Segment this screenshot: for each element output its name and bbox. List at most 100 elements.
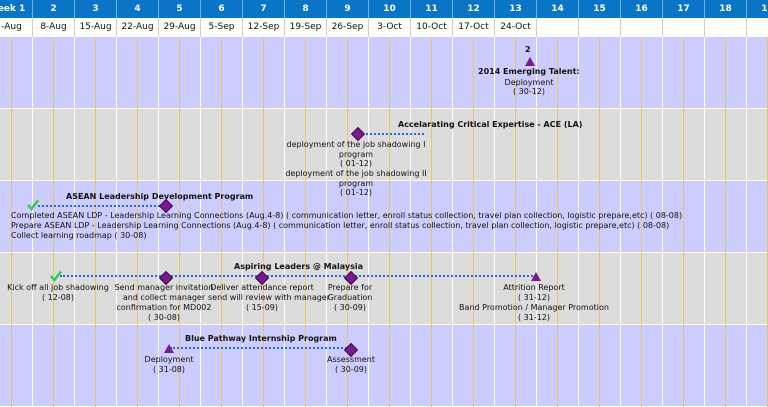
date-gridline [515, 37, 516, 407]
milestone-count-badge: 2 [525, 45, 531, 54]
week-header-cell: 9 [326, 0, 368, 18]
lane-emerging-talent [0, 37, 768, 109]
date-header-cell: 12-Sep [242, 18, 284, 37]
milestone-label: send will review with manager [208, 293, 331, 302]
week-separator [704, 37, 705, 407]
week-header-cell: 18 [704, 0, 746, 18]
date-gridline [599, 37, 600, 407]
milestone-label: Prepare ASEAN LDP - Leadership Learning … [11, 221, 670, 230]
milestone-date: ( 30-09) [333, 303, 367, 312]
lane-title-ace: Accelarating Critical Expertise - ACE (L… [398, 120, 583, 129]
lane-ace [0, 109, 768, 181]
connector-line [60, 275, 536, 277]
milestone-label: Prepare for [327, 283, 373, 292]
week-header-cell: 12 [452, 0, 494, 18]
lane-aspiring-leaders [0, 253, 768, 325]
milestone-date: ( 12-08) [41, 293, 75, 302]
date-gridline [263, 37, 264, 407]
date-header-cell: 3-Oct [368, 18, 410, 37]
milestone-date: ( 31-12) [517, 293, 551, 302]
milestone-label: Deployment [144, 355, 194, 364]
date-gridline [557, 37, 558, 407]
week-header-cell: 5 [158, 0, 200, 18]
milestone-date: ( 30-09) [334, 365, 368, 374]
milestone-triangle[interactable] [531, 272, 541, 281]
milestone-date: ( 01-12) [339, 159, 373, 168]
connector-line [170, 347, 350, 349]
week-separator [284, 37, 285, 407]
week-separator [74, 37, 75, 407]
lane-title-emerging-talent: 2014 Emerging Talent: [478, 67, 580, 76]
date-header-cell: -Aug [0, 18, 32, 37]
date-header-cell [536, 18, 578, 37]
week-header-cell: 11 [410, 0, 452, 18]
date-header-cell: 10-Oct [410, 18, 452, 37]
week-header-cell: 4 [116, 0, 158, 18]
week-separator [200, 37, 201, 407]
week-header-cell: 15 [578, 0, 620, 18]
date-header-cell [662, 18, 704, 37]
date-header-cell: 24-Oct [494, 18, 536, 37]
milestone-label: Deliver attendance report [210, 283, 314, 292]
milestone-triangle[interactable] [164, 344, 174, 353]
milestone-date: ( 31-08) [152, 365, 186, 374]
lane-title-blue-pathway: Blue Pathway Internship Program [185, 334, 337, 343]
milestone-label: program [338, 179, 374, 188]
date-header: -Aug 8-Aug 15-Aug 22-Aug 29-Aug 5-Sep 12-Sep 19… [0, 18, 768, 38]
week-separator [452, 37, 453, 407]
week-separator [662, 37, 663, 407]
milestone-label: confirmation for MD002 [116, 303, 212, 312]
connector-line [38, 205, 164, 207]
date-gridline [725, 37, 726, 407]
date-gridline [221, 37, 222, 407]
date-gridline [179, 37, 180, 407]
date-gridline [53, 37, 54, 407]
date-header-cell [620, 18, 662, 37]
date-header-cell [746, 18, 768, 37]
week-header-cell: 2 [32, 0, 74, 18]
week-separator [410, 37, 411, 407]
date-gridline [95, 37, 96, 407]
date-header-cell: 22-Aug [116, 18, 158, 37]
week-header-cell: 10 [368, 0, 410, 18]
milestone-label: program [338, 150, 374, 159]
date-gridline [683, 37, 684, 407]
week-separator [368, 37, 369, 407]
week-header-cell: 8 [284, 0, 326, 18]
week-header-cell: 16 [620, 0, 662, 18]
milestone-label: Graduation [327, 293, 373, 302]
week-separator [536, 37, 537, 407]
week-separator [158, 37, 159, 407]
date-header-cell [704, 18, 746, 37]
milestone-label: Send manager invitation [114, 283, 214, 292]
week-separator [326, 37, 327, 407]
week-header-cell: 6 [200, 0, 242, 18]
date-gridline [389, 37, 390, 407]
connector-line [358, 133, 424, 135]
milestone-label: Completed ASEAN LDP - Leadership Learnin… [11, 211, 683, 220]
milestone-label: Band Promotion / Manager Promotion [459, 303, 609, 312]
milestone-triangle[interactable] [525, 57, 535, 66]
week-header-cell: eek 1 [0, 0, 32, 18]
date-gridline [11, 37, 12, 407]
week-separator [494, 37, 495, 407]
milestone-label: deployment of the job shadowing I [286, 140, 426, 149]
date-header-cell: 17-Oct [452, 18, 494, 37]
milestone-label: Collect learning roadmap ( 30-08) [11, 231, 147, 240]
date-header-cell [578, 18, 620, 37]
milestone-label: deployment of the job shadowing II [285, 169, 427, 178]
week-separator [578, 37, 579, 407]
date-header-cell: 29-Aug [158, 18, 200, 37]
week-header-cell: 14 [536, 0, 578, 18]
date-gridline [347, 37, 348, 407]
completed-check-icon [27, 199, 39, 211]
date-gridline [641, 37, 642, 407]
milestone-label: Assessment [327, 355, 375, 364]
milestone-label: Deployment [504, 78, 554, 87]
date-gridline [137, 37, 138, 407]
week-header-cell: 3 [74, 0, 116, 18]
week-separator [746, 37, 747, 407]
milestone-date: ( 31-12) [517, 313, 551, 322]
milestone-date: ( 30-12) [512, 87, 546, 96]
